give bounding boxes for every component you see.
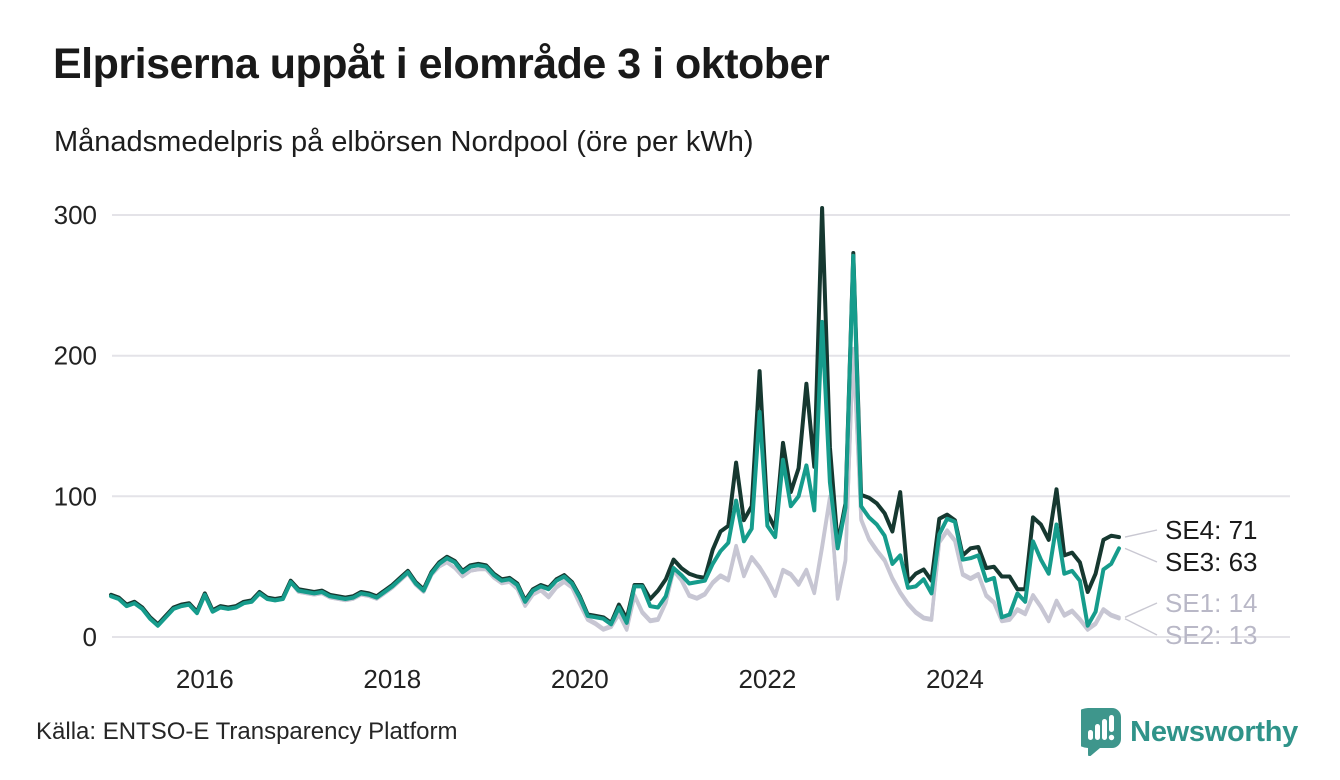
series-end-label-SE2: SE2: 13 <box>1165 620 1258 650</box>
leader-line-SE4 <box>1124 529 1158 538</box>
x-tick-label-2024: 2024 <box>926 664 984 694</box>
x-tick-label-2018: 2018 <box>363 664 421 694</box>
y-tick-label-100: 100 <box>54 481 97 511</box>
speech-bubble-bar-chart-icon <box>1081 708 1122 756</box>
leader-line-SE2 <box>1124 618 1158 636</box>
page-subtitle: Månadsmedelpris på elbörsen Nordpool (ör… <box>54 126 754 158</box>
bar-small <box>1088 730 1094 740</box>
y-tick-label-300: 300 <box>54 200 97 230</box>
series-end-label-SE3: SE3: 63 <box>1165 547 1258 577</box>
y-tick-label-0: 0 <box>83 622 97 652</box>
x-tick-label-2020: 2020 <box>551 664 609 694</box>
brand-wordmark: Newsworthy <box>1130 715 1298 748</box>
x-tick-label-2022: 2022 <box>738 664 796 694</box>
exclamation-stem <box>1109 715 1115 732</box>
series-line-SE2 <box>109 348 1121 632</box>
series-end-label-SE1: SE1: 14 <box>1165 588 1258 618</box>
series-line-SE1 <box>109 346 1121 631</box>
newsworthy-logo: Newsworthy <box>1081 708 1298 756</box>
x-tick-label-2016: 2016 <box>176 664 234 694</box>
page-title: Elpriserna uppåt i elområde 3 i oktober <box>53 40 830 88</box>
leader-line-SE1 <box>1124 602 1158 618</box>
source-note: Källa: ENTSO-E Transparency Platform <box>36 718 458 745</box>
series-line-SE3 <box>109 253 1121 628</box>
bar-medium <box>1095 724 1101 740</box>
series-line-SE4 <box>109 206 1121 627</box>
y-tick-label-200: 200 <box>54 341 97 371</box>
leader-line-SE3 <box>1124 547 1158 563</box>
series-end-label-SE4: SE4: 71 <box>1165 515 1258 545</box>
bar-tall <box>1102 719 1108 740</box>
exclamation-dot <box>1108 734 1115 741</box>
